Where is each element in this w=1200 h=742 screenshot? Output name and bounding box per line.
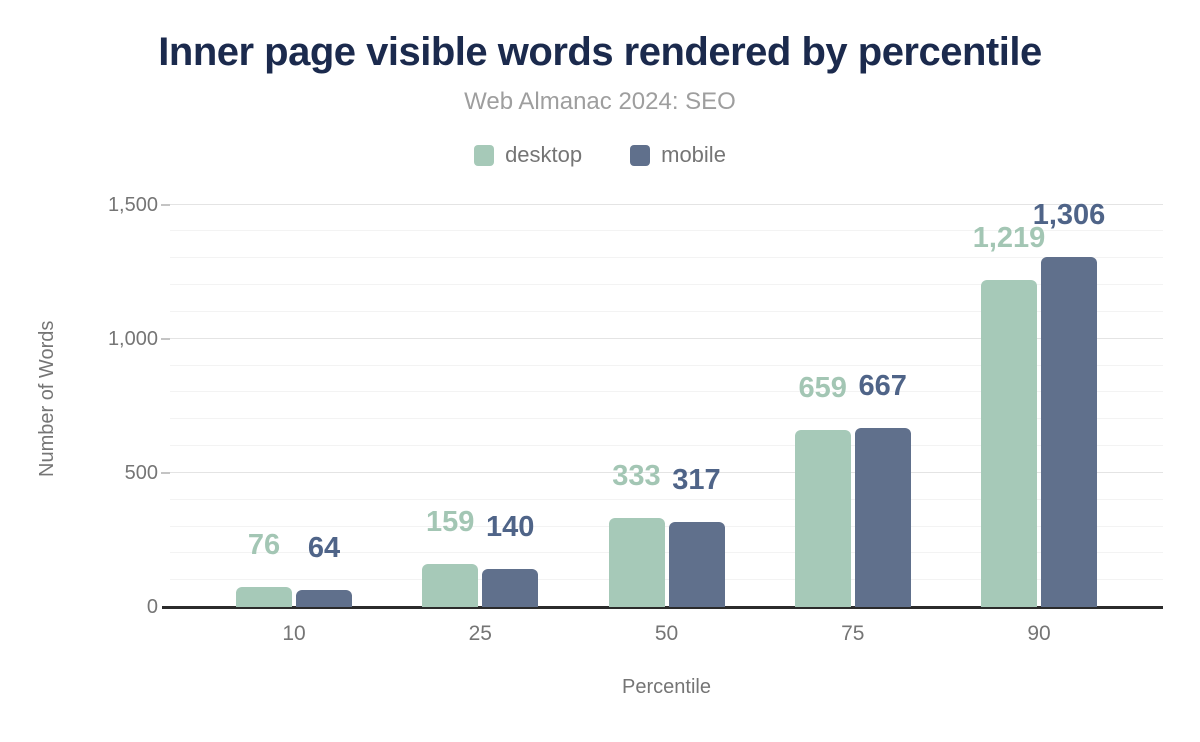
- gridline-minor-800: [170, 391, 1163, 393]
- bar-mobile-p75: [854, 428, 911, 607]
- value-label-desktop-p75: 659: [798, 372, 847, 405]
- chart-title: Inner page visible words rendered by per…: [158, 30, 1042, 74]
- gridline-major-1500: [170, 203, 1163, 205]
- x-tick-label-10: 10: [282, 622, 306, 645]
- legend-item-mobile: mobile: [630, 142, 726, 168]
- bar-desktop-p50: [608, 517, 665, 607]
- value-label-desktop-p25: 159: [426, 506, 475, 539]
- gridline-minor-1400: [170, 230, 1163, 232]
- y-tick-label-1000: 1,000: [107, 327, 158, 350]
- value-label-mobile-p50: 317: [672, 463, 721, 496]
- bar-desktop-p25: [422, 564, 479, 607]
- x-axis-line: [162, 606, 1163, 609]
- bar-desktop-p10: [236, 586, 292, 607]
- y-tick-mark-1000: [161, 337, 170, 340]
- gridline-major-1000: [170, 337, 1163, 339]
- y-tick-label-1500: 1,500: [107, 193, 158, 216]
- bar-mobile-p90: [1041, 256, 1097, 607]
- gridline-minor-400: [170, 498, 1163, 500]
- y-tick-label-500: 500: [124, 461, 158, 484]
- value-label-desktop-p90: 1,219: [972, 221, 1046, 254]
- value-label-desktop-p10: 76: [247, 528, 281, 561]
- y-tick-mark-1500: [161, 203, 170, 206]
- x-tick-label-50: 50: [654, 622, 679, 645]
- bar-mobile-p10: [296, 589, 352, 607]
- gridline-minor-1300: [170, 257, 1163, 259]
- y-tick-label-0: 0: [146, 596, 158, 618]
- legend-label-desktop: desktop: [505, 142, 583, 167]
- y-axis-title: Number of Words: [36, 320, 58, 477]
- value-label-mobile-p75: 667: [858, 370, 907, 403]
- plot-area: 0 500 1,000 1,500 76 64 10 159 140 25 333 317 50 659 6…: [108, 190, 1163, 645]
- legend: desktop mobile: [0, 142, 1200, 168]
- gridline-minor-1100: [170, 310, 1163, 312]
- value-label-mobile-p90: 1,306: [1032, 198, 1106, 231]
- bar-desktop-p90: [981, 279, 1037, 607]
- gridline-minor-900: [170, 364, 1163, 366]
- x-tick-label-90: 90: [1027, 622, 1051, 645]
- bar-desktop-p75: [794, 430, 851, 607]
- desktop-swatch-icon: [474, 144, 495, 166]
- bar-mobile-p50: [668, 521, 725, 607]
- value-label-desktop-p50: 333: [612, 459, 661, 492]
- gridline-minor-200: [170, 552, 1163, 554]
- gridline-major-500: [170, 471, 1163, 473]
- bar-mobile-p25: [482, 569, 539, 607]
- chart-subtitle: Web Almanac 2024: SEO: [464, 88, 736, 115]
- value-label-mobile-p10: 64: [307, 531, 341, 564]
- gridline-minor-600: [170, 445, 1163, 446]
- y-tick-mark-500: [161, 471, 170, 474]
- gridline-minor-1200: [170, 284, 1163, 285]
- x-tick-label-25: 25: [468, 622, 492, 645]
- gridline-minor-300: [170, 525, 1163, 527]
- gridline-minor-700: [170, 418, 1163, 420]
- value-label-mobile-p25: 140: [486, 511, 535, 544]
- legend-label-mobile: mobile: [661, 142, 726, 167]
- x-axis-title: Percentile: [622, 676, 711, 698]
- gridline-minor-100: [170, 579, 1163, 581]
- x-tick-label-75: 75: [841, 622, 865, 645]
- mobile-swatch-icon: [630, 144, 651, 166]
- legend-item-desktop: desktop: [474, 142, 582, 168]
